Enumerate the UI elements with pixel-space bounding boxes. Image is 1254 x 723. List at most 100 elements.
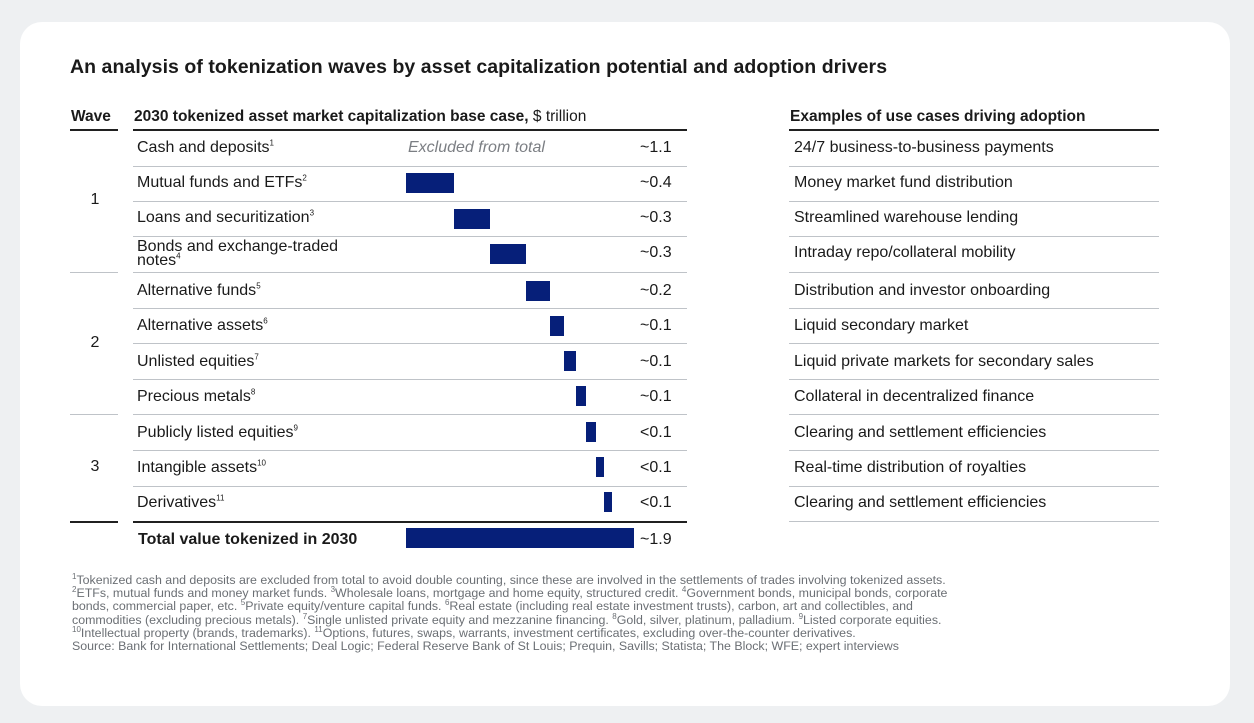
- row-label-text: Alternative assets: [137, 317, 264, 334]
- row-separator: [789, 414, 1159, 415]
- row-separator: [789, 521, 1159, 522]
- use-case: Distribution and investor onboarding: [794, 282, 1051, 299]
- use-case: Clearing and settlement efficiencies: [794, 424, 1047, 441]
- footnote-ref: 8: [612, 611, 617, 621]
- row-separator: [133, 272, 687, 273]
- row-separator: [789, 166, 1159, 167]
- row-label-text: Alternative funds: [137, 282, 257, 299]
- value-label: ~0.3: [640, 209, 672, 226]
- use-case: Liquid secondary market: [794, 317, 969, 334]
- row-label: Intangible assets10: [137, 459, 266, 477]
- footnote-ref: 11: [314, 624, 323, 634]
- use-case: Real-time distribution of royalties: [794, 459, 1027, 476]
- wave-number-2: 2: [90, 334, 100, 351]
- chart-title: An analysis of tokenization waves by ass…: [70, 56, 888, 78]
- use-case: 24/7 business-to-business payments: [794, 139, 1054, 156]
- value-label: <0.1: [640, 424, 672, 441]
- row-separator: [789, 308, 1159, 309]
- row-separator: [789, 486, 1159, 487]
- footnote-text: Government bonds, municipal bonds, corpo…: [686, 586, 948, 601]
- footnote-ref: 11: [216, 493, 225, 503]
- row-separator: [133, 308, 687, 309]
- row-separator: [789, 343, 1159, 344]
- footnote-ref: 9: [293, 423, 298, 433]
- row-label-text: Precious metals: [137, 388, 251, 405]
- footnote-ref: 7: [302, 611, 308, 621]
- row-label: Unlisted equities7: [137, 353, 259, 371]
- wave-number-1: 1: [90, 191, 100, 208]
- value-label: ~1.1: [640, 139, 672, 156]
- footnote-ref: 4: [681, 585, 687, 595]
- value-label: ~0.1: [640, 388, 672, 405]
- row-label-text: Intangible assets: [137, 459, 258, 476]
- row-label: Loans and securitization3: [137, 209, 314, 227]
- market-cap-header-text: 2030 tokenized asset market capitalizati…: [134, 108, 529, 125]
- row-separator: [133, 343, 687, 344]
- bar-total-value-tokenized-in-2030: [406, 528, 634, 548]
- footnote-ref: 1: [72, 571, 77, 581]
- footnote-text: Real estate (including real estate inves…: [449, 599, 913, 614]
- bar-publicly-listed-equities: [586, 422, 596, 442]
- wave-header-rule: [70, 129, 118, 131]
- value-label: <0.1: [640, 459, 672, 476]
- row-separator: [133, 166, 687, 167]
- wave-separator: [70, 272, 118, 273]
- row-separator: [133, 379, 687, 380]
- footnote-text: ETFs, mutual funds and money market fund…: [76, 586, 331, 601]
- footnote-line: 2ETFs, mutual funds and money market fun…: [72, 585, 1192, 601]
- row-separator: [133, 486, 687, 487]
- row-separator: [789, 272, 1159, 273]
- use-case: Streamlined warehouse lending: [794, 209, 1019, 226]
- footnote-ref: 6: [263, 316, 268, 326]
- use-case: Clearing and settlement efficiencies: [794, 494, 1047, 511]
- row-label: Precious metals8: [137, 388, 255, 406]
- footnote-line: 1Tokenized cash and deposits are exclude…: [72, 571, 1192, 587]
- footnote-source: Source: Bank for International Settlemen…: [72, 639, 899, 654]
- bar-unlisted-equities: [564, 351, 576, 371]
- market-cap-unit: $ trillion: [532, 108, 587, 125]
- footnote-text: commodities (excluding precious metals).: [72, 612, 303, 627]
- footnote-line: commodities (excluding precious metals).…: [72, 611, 1192, 627]
- row-label-text-line2: notes: [137, 252, 177, 269]
- footnote-ref: 2: [72, 585, 77, 595]
- excluded-note: Excluded from total: [408, 139, 545, 156]
- footnote-text: Intellectual property (brands, trademark…: [80, 625, 315, 640]
- row-label-text: Cash and deposits: [137, 139, 270, 156]
- row-label-text: Bonds and exchange-traded: [137, 238, 339, 255]
- row-label-text: Loans and securitization: [137, 209, 310, 226]
- footnote-line: bonds, commercial paper, etc. 5Private e…: [72, 598, 1192, 614]
- market-cap-column-header: 2030 tokenized asset market capitalizati…: [134, 108, 586, 126]
- use-cases-column-header: Examples of use cases driving adoption: [790, 108, 1086, 125]
- value-label: ~0.2: [640, 282, 672, 299]
- bar-alternative-assets: [550, 316, 564, 336]
- use-cases-header-rule: [789, 129, 1159, 131]
- bar-derivatives: [604, 492, 612, 512]
- market-cap-header-rule: [133, 129, 687, 131]
- footnote-text: Options, futures, swaps, warrants, inves…: [322, 625, 856, 640]
- bar-precious-metals: [576, 386, 586, 406]
- row-label-text: Mutual funds and ETFs: [137, 174, 303, 191]
- use-case: Liquid private markets for secondary sal…: [794, 353, 1094, 370]
- bar-mutual-funds-and-etfs: [406, 173, 454, 193]
- row-separator: [789, 201, 1159, 202]
- use-case: Intraday repo/collateral mobility: [794, 244, 1016, 261]
- bar-intangible-assets: [596, 457, 604, 477]
- footnote-text: Private equity/venture capital funds.: [245, 599, 445, 614]
- footnote-ref: 10: [72, 624, 81, 634]
- footnote-ref: 5: [240, 598, 246, 608]
- row-separator: [133, 414, 687, 415]
- row-label: Alternative assets6: [137, 317, 268, 335]
- row-label: Derivatives11: [137, 494, 224, 512]
- footnote-ref: 7: [254, 352, 259, 362]
- row-separator: [133, 201, 687, 202]
- total-rule: [70, 521, 118, 523]
- footnote-ref: 3: [309, 208, 315, 218]
- row-separator: [133, 236, 687, 237]
- wave-number-3: 3: [90, 458, 100, 475]
- row-separator: [789, 379, 1159, 380]
- footnote-ref: 6: [444, 598, 450, 608]
- footnote-ref: 5: [256, 281, 261, 291]
- bar-alternative-funds: [526, 281, 550, 301]
- total-value-label: ~1.9: [640, 531, 672, 548]
- value-label: ~0.1: [640, 317, 672, 334]
